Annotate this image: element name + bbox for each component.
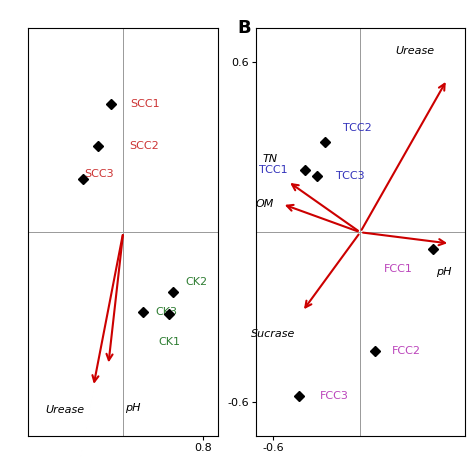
Text: TN: TN — [263, 154, 278, 164]
Text: SCC3: SCC3 — [85, 169, 114, 179]
Text: pH: pH — [125, 403, 141, 413]
Text: pH: pH — [437, 267, 452, 277]
Text: CK3: CK3 — [155, 307, 177, 317]
Text: TCC3: TCC3 — [336, 171, 364, 181]
Text: Urease: Urease — [396, 46, 435, 56]
Text: FCC2: FCC2 — [392, 346, 421, 356]
Text: FCC3: FCC3 — [319, 392, 348, 401]
Text: Urease: Urease — [46, 405, 85, 415]
Text: Sucrase: Sucrase — [251, 329, 295, 339]
Text: B: B — [237, 19, 251, 37]
Text: CK2: CK2 — [185, 277, 207, 287]
Text: SCC1: SCC1 — [130, 99, 160, 109]
Text: FCC1: FCC1 — [383, 264, 412, 274]
Text: TCC1: TCC1 — [259, 165, 288, 175]
Text: CK1: CK1 — [158, 337, 180, 346]
Text: TCC2: TCC2 — [343, 122, 372, 133]
Text: SCC2: SCC2 — [129, 141, 159, 151]
Text: OM: OM — [255, 199, 274, 209]
